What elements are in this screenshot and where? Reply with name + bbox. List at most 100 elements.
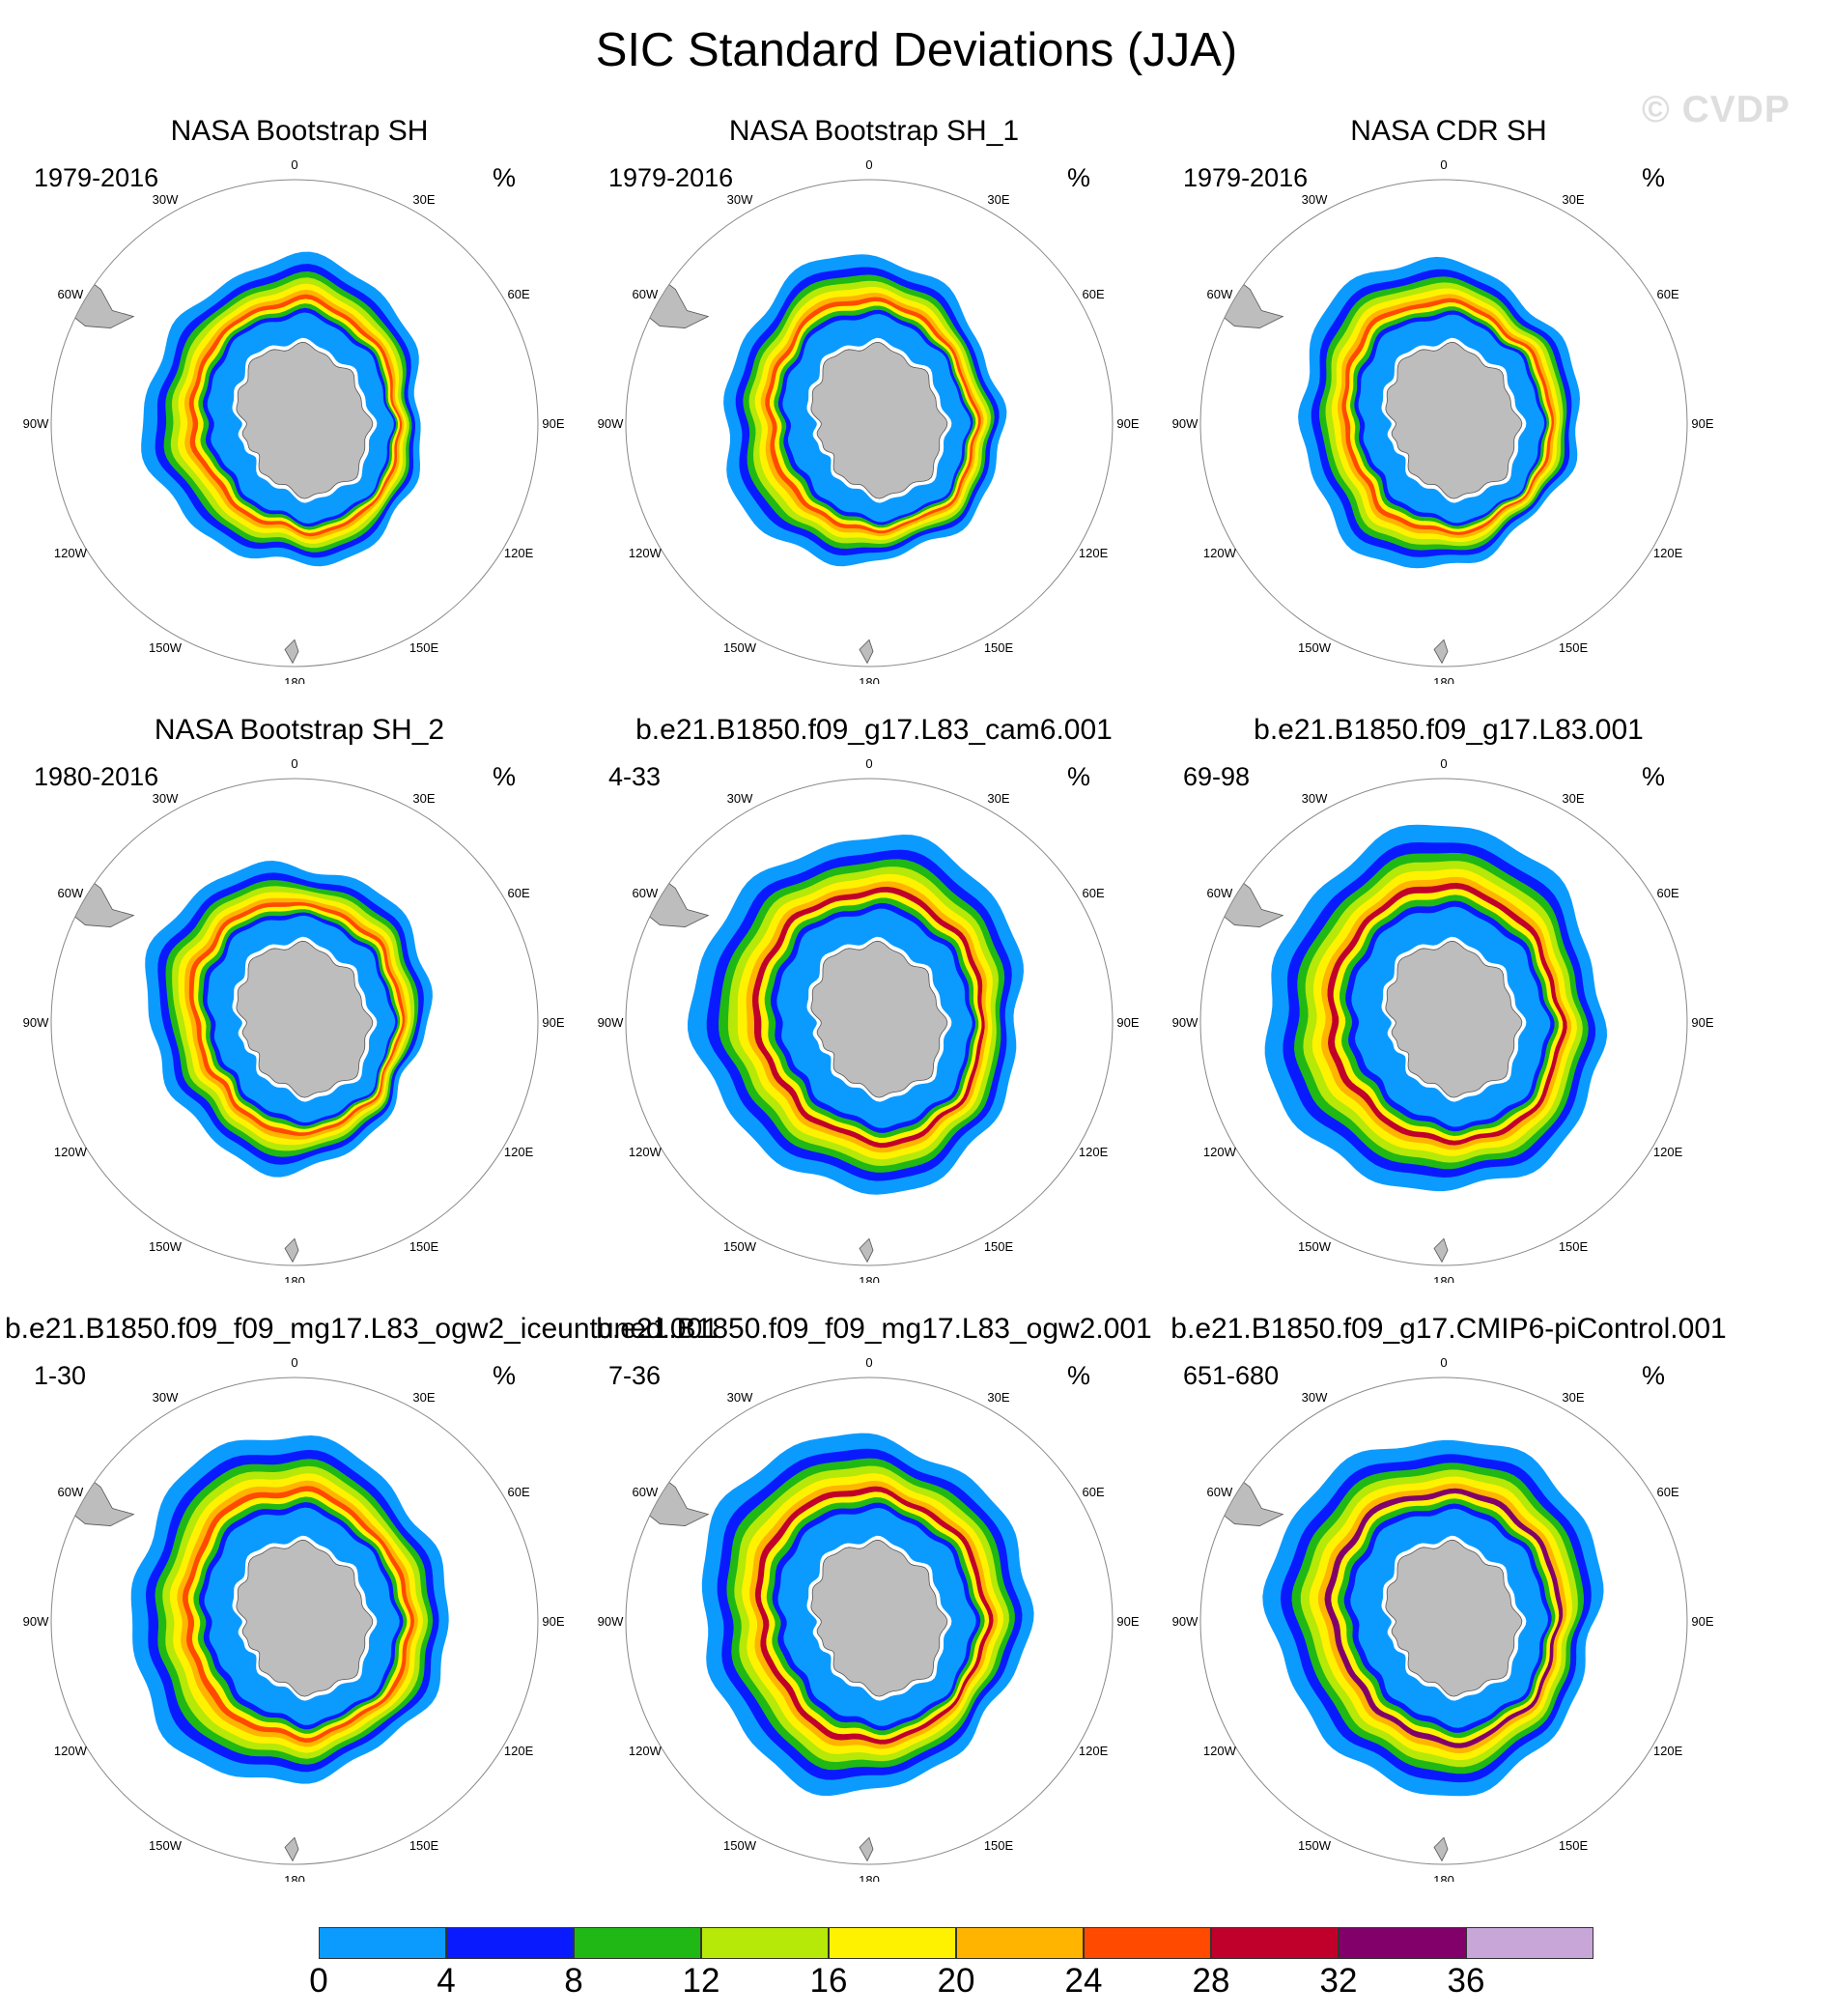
polar-stereographic-map: 0 30E 60E 90E 120E 150E 180 150W 120W 90W 60W 30W (1172, 157, 1714, 684)
antarctica-landmass (1385, 1539, 1523, 1697)
panel-years: 1979-2016 (34, 163, 159, 192)
longitude-label: 30E (412, 1390, 435, 1405)
map-panel: NASA Bootstrap SH 1979-2016% 0 30E 60E 90E 120… (5, 114, 594, 684)
polar-stereographic-map: 0 30E 60E 90E 120E 150E 180 150W 120W 90W 60W 30W (23, 756, 565, 1283)
colorbar-label: 0 (309, 1962, 328, 2000)
panel-title: NASA Bootstrap SH_2 (154, 714, 445, 746)
panel-title: NASA Bootstrap SH_1 (728, 115, 1020, 147)
longitude-label: 60W (58, 886, 84, 900)
longitude-label: 30W (153, 791, 179, 806)
longitude-label: 60W (633, 287, 659, 301)
longitude-label: 120W (629, 1744, 663, 1758)
new-zealand-tip (1433, 1836, 1449, 1862)
longitude-label: 120E (504, 1145, 534, 1159)
polar-stereographic-map: 0 30E 60E 90E 120E 150E 180 150W 120W 90W 60W 30W (23, 157, 565, 684)
longitude-label: 90W (23, 416, 49, 431)
longitude-label: 150W (723, 1838, 757, 1853)
longitude-label: 150W (149, 1239, 183, 1254)
longitude-label: 60E (1083, 287, 1105, 301)
map-border (50, 778, 539, 1266)
longitude-label: 60E (508, 287, 530, 301)
longitude-label: 0 (291, 157, 297, 172)
map-border (625, 1377, 1114, 1865)
longitude-label: 90W (598, 1614, 624, 1629)
new-zealand-tip (1433, 1237, 1449, 1264)
longitude-label: 60W (1207, 287, 1233, 301)
map-panel: b.e21.B1850.f09_f09_mg17.L83_ogw2.001 7-3… (579, 1312, 1169, 1882)
colorbar-box (1466, 1927, 1593, 1959)
panel-units: % (493, 163, 517, 192)
longitude-label: 0 (865, 756, 872, 771)
antarctica-landmass (810, 1539, 948, 1697)
longitude-label: 30E (987, 1390, 1009, 1405)
longitude-label: 60E (1657, 886, 1679, 900)
longitude-label: 120E (1079, 546, 1109, 560)
new-zealand-tip (284, 1237, 299, 1264)
panel-title: NASA Bootstrap SH (170, 115, 429, 147)
panel-years: 651-680 (1183, 1361, 1280, 1390)
map-panel: b.e21.B1850.f09_g17.L83_cam6.001 4-33% 0 30… (579, 713, 1169, 1283)
map-border (1199, 1377, 1688, 1865)
panel-years: 7-36 (608, 1361, 662, 1390)
longitude-label: 30W (727, 192, 753, 207)
panel-units: % (1642, 163, 1666, 192)
colorbar-label: 8 (564, 1962, 583, 2000)
colorbar-box (446, 1927, 574, 1959)
polar-stereographic-map: 0 30E 60E 90E 120E 150E 180 150W 120W 90W 60W 30W (598, 756, 1140, 1283)
longitude-label: 30E (412, 192, 435, 207)
longitude-label: 150W (149, 640, 183, 655)
longitude-label: 180 (284, 1274, 305, 1283)
colorbar-label: 24 (1064, 1962, 1103, 2000)
polar-stereographic-map: 0 30E 60E 90E 120E 150E 180 150W 120W 90W 60W 30W (1172, 1355, 1714, 1882)
panel-years: 1980-2016 (34, 762, 159, 791)
longitude-label: 90W (1172, 1614, 1198, 1629)
longitude-label: 120W (54, 1744, 88, 1758)
longitude-label: 90E (542, 416, 564, 431)
longitude-label: 30W (1302, 791, 1328, 806)
longitude-label: 150W (723, 640, 757, 655)
longitude-label: 60E (1083, 1485, 1105, 1499)
longitude-label: 0 (865, 157, 872, 172)
longitude-label: 120E (1079, 1145, 1109, 1159)
panel-title: b.e21.B1850.f09_f09_mg17.L83_ogw2.001 (596, 1313, 1152, 1345)
longitude-label: 30W (1302, 192, 1328, 207)
longitude-label: 150E (1559, 1838, 1589, 1853)
colorbar-box (1084, 1927, 1211, 1959)
panel-units: % (1642, 762, 1666, 791)
longitude-label: 60E (508, 1485, 530, 1499)
antarctica-landmass (810, 341, 948, 499)
colorbar-label: 32 (1319, 1962, 1358, 2000)
longitude-label: 180 (1433, 1274, 1454, 1283)
longitude-label: 120W (1203, 546, 1237, 560)
antarctica-landmass (236, 1539, 374, 1697)
map-panel: NASA Bootstrap SH_2 1980-2016% 0 30E 60E 90E 1… (5, 713, 594, 1283)
colorbar: 0 4 8 12 16 20 24 28 32 36 (309, 1927, 1598, 2000)
longitude-label: 180 (1433, 1873, 1454, 1882)
longitude-label: 180 (859, 675, 880, 684)
longitude-label: 150E (409, 640, 439, 655)
longitude-label: 120W (1203, 1145, 1237, 1159)
colorbar-label: 12 (682, 1962, 720, 2000)
panel-title: b.e21.B1850.f09_g17.L83.001 (1254, 714, 1644, 746)
colorbar-box (1339, 1927, 1466, 1959)
colorbar-label: 28 (1192, 1962, 1230, 2000)
panel-units: % (493, 1361, 517, 1390)
longitude-label: 120E (1653, 546, 1683, 560)
longitude-label: 150E (1559, 1239, 1589, 1254)
panel-years: 1-30 (34, 1361, 87, 1390)
map-panel: NASA Bootstrap SH_1 1979-2016% 0 30E 60E 90E 1… (579, 114, 1169, 684)
longitude-label: 150E (409, 1239, 439, 1254)
new-zealand-tip (284, 1836, 299, 1862)
panel-years: 69-98 (1183, 762, 1251, 791)
polar-stereographic-map: 0 30E 60E 90E 120E 150E 180 150W 120W 90W 60W 30W (1172, 756, 1714, 1283)
colorbar-box (956, 1927, 1084, 1959)
longitude-label: 30E (987, 192, 1009, 207)
longitude-label: 150W (1298, 1838, 1332, 1853)
map-border (1199, 778, 1688, 1266)
longitude-label: 120E (1653, 1744, 1683, 1758)
panel-title: b.e21.B1850.f09_g17.CMIP6-piControl.001 (1170, 1313, 1727, 1345)
longitude-label: 150E (984, 1239, 1014, 1254)
longitude-label: 180 (284, 675, 305, 684)
longitude-label: 90E (1691, 1015, 1713, 1030)
longitude-label: 120E (1653, 1145, 1683, 1159)
